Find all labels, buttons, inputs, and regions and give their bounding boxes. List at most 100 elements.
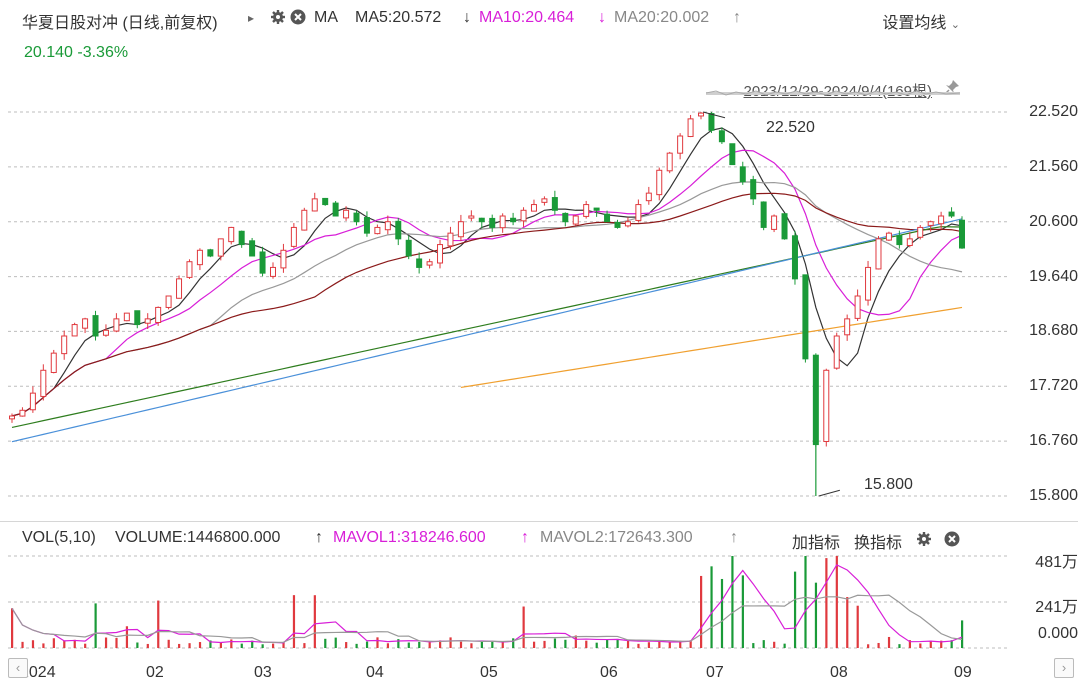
volume-bar xyxy=(606,639,609,648)
volume-bar xyxy=(908,640,912,648)
mavol1-arrow: ↑ xyxy=(521,529,529,546)
volume-bar xyxy=(42,643,45,648)
volume-bar xyxy=(303,643,306,648)
ma10-line xyxy=(11,149,963,417)
close-icon[interactable] xyxy=(290,9,306,30)
volume-bar xyxy=(418,641,421,648)
volume-bar xyxy=(157,600,160,648)
volume-bar xyxy=(679,640,682,648)
volume-header: VOL(5,10) VOLUME:1446800.000 ↑ MAVOL1:31… xyxy=(0,529,1078,553)
ma10-value: MA10:20.464 xyxy=(479,9,575,26)
volume-bar xyxy=(512,638,515,648)
x-label-04: 04 xyxy=(366,664,384,681)
volume-bar xyxy=(877,642,880,648)
vol-axis-top: 481万 xyxy=(1035,554,1078,571)
close-icon[interactable] xyxy=(944,531,960,552)
volume-bar xyxy=(814,582,818,648)
candle-body xyxy=(102,329,109,336)
gear-icon[interactable] xyxy=(270,9,286,30)
candle-body xyxy=(280,249,287,269)
price-change: 20.140 -3.36% xyxy=(24,44,129,61)
candles xyxy=(9,111,965,496)
candle-body xyxy=(353,212,360,223)
volume-bar xyxy=(710,566,713,648)
ma5-line xyxy=(11,127,963,417)
volume-bar xyxy=(73,639,76,648)
price-axis-label: 20.600 xyxy=(1029,212,1078,230)
candle-body xyxy=(666,152,673,172)
volume-bar xyxy=(167,639,170,648)
candle-body xyxy=(687,118,694,138)
candle-body xyxy=(290,226,297,247)
candle-body xyxy=(917,226,924,238)
play-icon[interactable]: ▸ xyxy=(248,11,255,25)
volume-bar xyxy=(940,640,943,648)
volume-bar xyxy=(532,641,536,648)
candle-body xyxy=(927,221,934,226)
candle-body xyxy=(155,306,162,323)
volume-bar xyxy=(626,640,630,648)
candle-body xyxy=(311,198,318,212)
volume-bar xyxy=(313,595,316,648)
ma5-value: MA5:20.572 xyxy=(355,9,442,26)
candle-body xyxy=(134,310,141,326)
volume-bar xyxy=(595,642,598,648)
volume-bar xyxy=(825,558,828,648)
volume-bar xyxy=(271,643,275,648)
candle-body xyxy=(572,215,579,225)
volume-bar xyxy=(835,556,838,648)
mavol1-line xyxy=(11,564,963,644)
volume-bar xyxy=(282,642,285,648)
volume-bar xyxy=(741,575,744,648)
candle-body xyxy=(562,212,569,223)
volume-bar xyxy=(324,638,327,648)
candle-body xyxy=(604,213,611,223)
x-label-07: 07 xyxy=(706,664,724,681)
chart-header: 华夏日股对冲 (日线,前复权) ▸ MA MA5:20.572 ↓ MA10:2… xyxy=(0,0,1078,36)
volume-bar xyxy=(209,640,212,648)
volume-bar xyxy=(449,637,452,648)
volume-bar xyxy=(731,556,734,648)
low-arrow xyxy=(818,489,840,497)
ma5-arrow: ↓ xyxy=(463,9,471,26)
ma10-arrow: ↓ xyxy=(598,9,606,26)
candle-body xyxy=(645,192,652,202)
candle-body xyxy=(959,219,965,249)
mavol2-value: MAVOL2:172643.300 xyxy=(540,529,693,546)
scroll-left-icon[interactable]: ‹ xyxy=(8,658,28,678)
candle-body xyxy=(865,266,872,301)
add-indicator-button[interactable]: 加指标 xyxy=(792,535,841,552)
candle-body xyxy=(144,318,151,324)
volume-bar xyxy=(720,578,724,648)
price-axis-label: 15.800 xyxy=(1029,487,1078,504)
candle-body xyxy=(823,369,830,442)
candle-body xyxy=(771,215,778,230)
volume-bar xyxy=(459,641,463,648)
scroll-right-icon[interactable]: › xyxy=(1054,658,1074,678)
candle-body xyxy=(698,112,705,117)
switch-indicator-button[interactable]: 换指标 xyxy=(854,535,903,552)
candle-body xyxy=(259,251,266,274)
candle-body xyxy=(760,201,767,228)
volume-bar xyxy=(856,605,859,648)
candle-body xyxy=(186,261,193,278)
gear-icon[interactable] xyxy=(916,531,932,552)
volume-bar xyxy=(334,637,337,648)
volume-bar xyxy=(365,641,369,648)
volume-bar xyxy=(553,638,557,648)
volume-arrow: ↑ xyxy=(315,529,323,546)
chevron-down-icon: ⌄ xyxy=(950,19,960,31)
volume-bar xyxy=(898,644,901,648)
candle-body xyxy=(677,135,684,154)
candle-body xyxy=(196,249,203,266)
settings-ma-button[interactable]: 设置均线 ⌄ xyxy=(882,9,960,33)
overview-strip[interactable] xyxy=(705,85,961,96)
candle-body xyxy=(92,315,99,337)
candle-body xyxy=(906,238,913,246)
candle-body xyxy=(854,295,861,319)
volume-bar xyxy=(230,639,233,648)
ma120-line xyxy=(11,218,963,443)
candle-body xyxy=(520,209,527,222)
x-label-03: 03 xyxy=(254,664,272,681)
